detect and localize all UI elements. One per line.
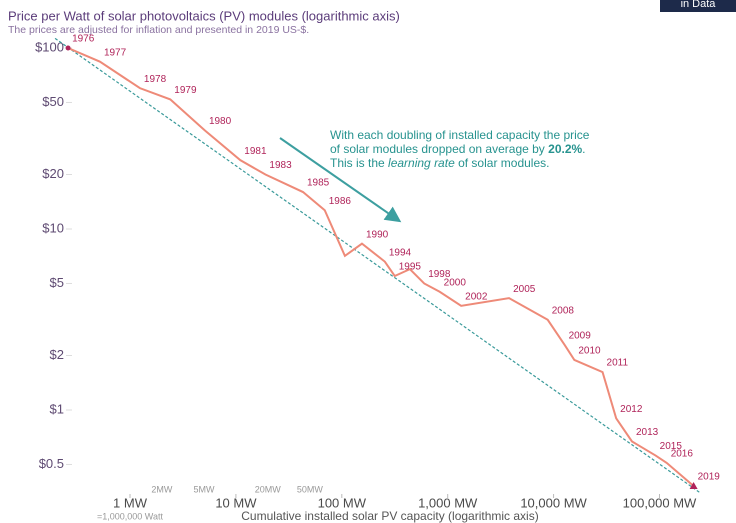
logo-box	[660, 0, 736, 12]
year-label: 2008	[552, 305, 575, 316]
y-tick-label: $10	[42, 220, 64, 235]
x-minor-tick-label: 20MW	[255, 484, 282, 494]
annotation-text: .	[582, 142, 585, 156]
x-minor-tick-label: 2MW	[151, 484, 173, 494]
trend-line	[54, 37, 701, 493]
year-label: 1985	[307, 178, 330, 189]
start-point	[65, 45, 71, 51]
year-label: 1981	[244, 146, 267, 157]
x-sublabel: =1,000,000 Watt	[97, 511, 163, 521]
annotation-text: This is the	[330, 156, 388, 170]
y-tick-label: $5	[50, 275, 64, 290]
price-line	[67, 47, 695, 487]
x-minor-tick-label: 50MW	[297, 484, 324, 494]
annotation-line: With each doubling of installed capacity…	[330, 128, 590, 142]
year-label: 1983	[269, 160, 292, 171]
x-tick-label: 10 MW	[215, 495, 257, 510]
annotation-text: With each doubling of installed capacity…	[330, 128, 590, 142]
y-tick-label: $100	[35, 39, 64, 54]
year-label: 1986	[329, 196, 352, 207]
year-label: 1979	[174, 85, 197, 96]
annotation-text: of solar modules.	[455, 156, 550, 170]
year-label: 2013	[636, 427, 659, 438]
year-label: 2011	[607, 358, 629, 369]
annotation-line: This is the learning rate of solar modul…	[330, 156, 549, 170]
year-label: 2016	[671, 449, 694, 460]
x-axis-label: Cumulative installed solar PV capacity (…	[241, 509, 538, 523]
y-tick-label: $1	[50, 401, 64, 416]
year-label: 1978	[144, 74, 167, 85]
year-label: 2015	[660, 441, 683, 452]
year-label: 2005	[513, 284, 536, 295]
chart-title: Price per Watt of solar photovoltaics (P…	[8, 8, 400, 23]
year-label: 1995	[399, 262, 422, 273]
year-label: 1994	[389, 247, 412, 258]
annotation-text: 20.2%	[548, 142, 582, 156]
x-tick-label: 100 MW	[318, 495, 367, 510]
annotation-text: learning rate	[388, 156, 455, 170]
logo: in Data	[681, 0, 717, 10]
y-tick-label: $20	[42, 166, 64, 181]
y-tick-label: $2	[50, 347, 64, 362]
year-label: 2000	[444, 277, 467, 288]
x-minor-tick-label: 5MW	[194, 484, 216, 494]
year-label: 1998	[428, 269, 451, 280]
year-label: 2012	[620, 404, 643, 415]
x-tick-label: 1 MW	[113, 495, 148, 510]
annotation-text: of solar modules dropped on average by	[330, 142, 548, 156]
year-label: 1976	[72, 34, 95, 45]
year-label: 2009	[569, 330, 592, 341]
year-label: 2010	[578, 346, 601, 357]
chart-subtitle: The prices are adjusted for inflation an…	[8, 24, 309, 36]
year-label: 1990	[366, 229, 389, 240]
year-label: 2019	[698, 472, 721, 483]
year-label: 1980	[209, 116, 232, 127]
year-label: 2002	[465, 292, 488, 303]
year-label: 1977	[104, 47, 127, 58]
x-tick-label: 1,000 MW	[418, 495, 478, 510]
end-point	[689, 482, 698, 490]
annotation-line: of solar modules dropped on average by 2…	[330, 142, 586, 156]
x-tick-label: 10,000 MW	[520, 495, 587, 510]
x-tick-label: 100,000 MW	[623, 495, 697, 510]
annotation-arrow	[279, 137, 402, 223]
y-tick-label: $0.5	[39, 456, 64, 471]
y-tick-label: $50	[42, 94, 64, 109]
